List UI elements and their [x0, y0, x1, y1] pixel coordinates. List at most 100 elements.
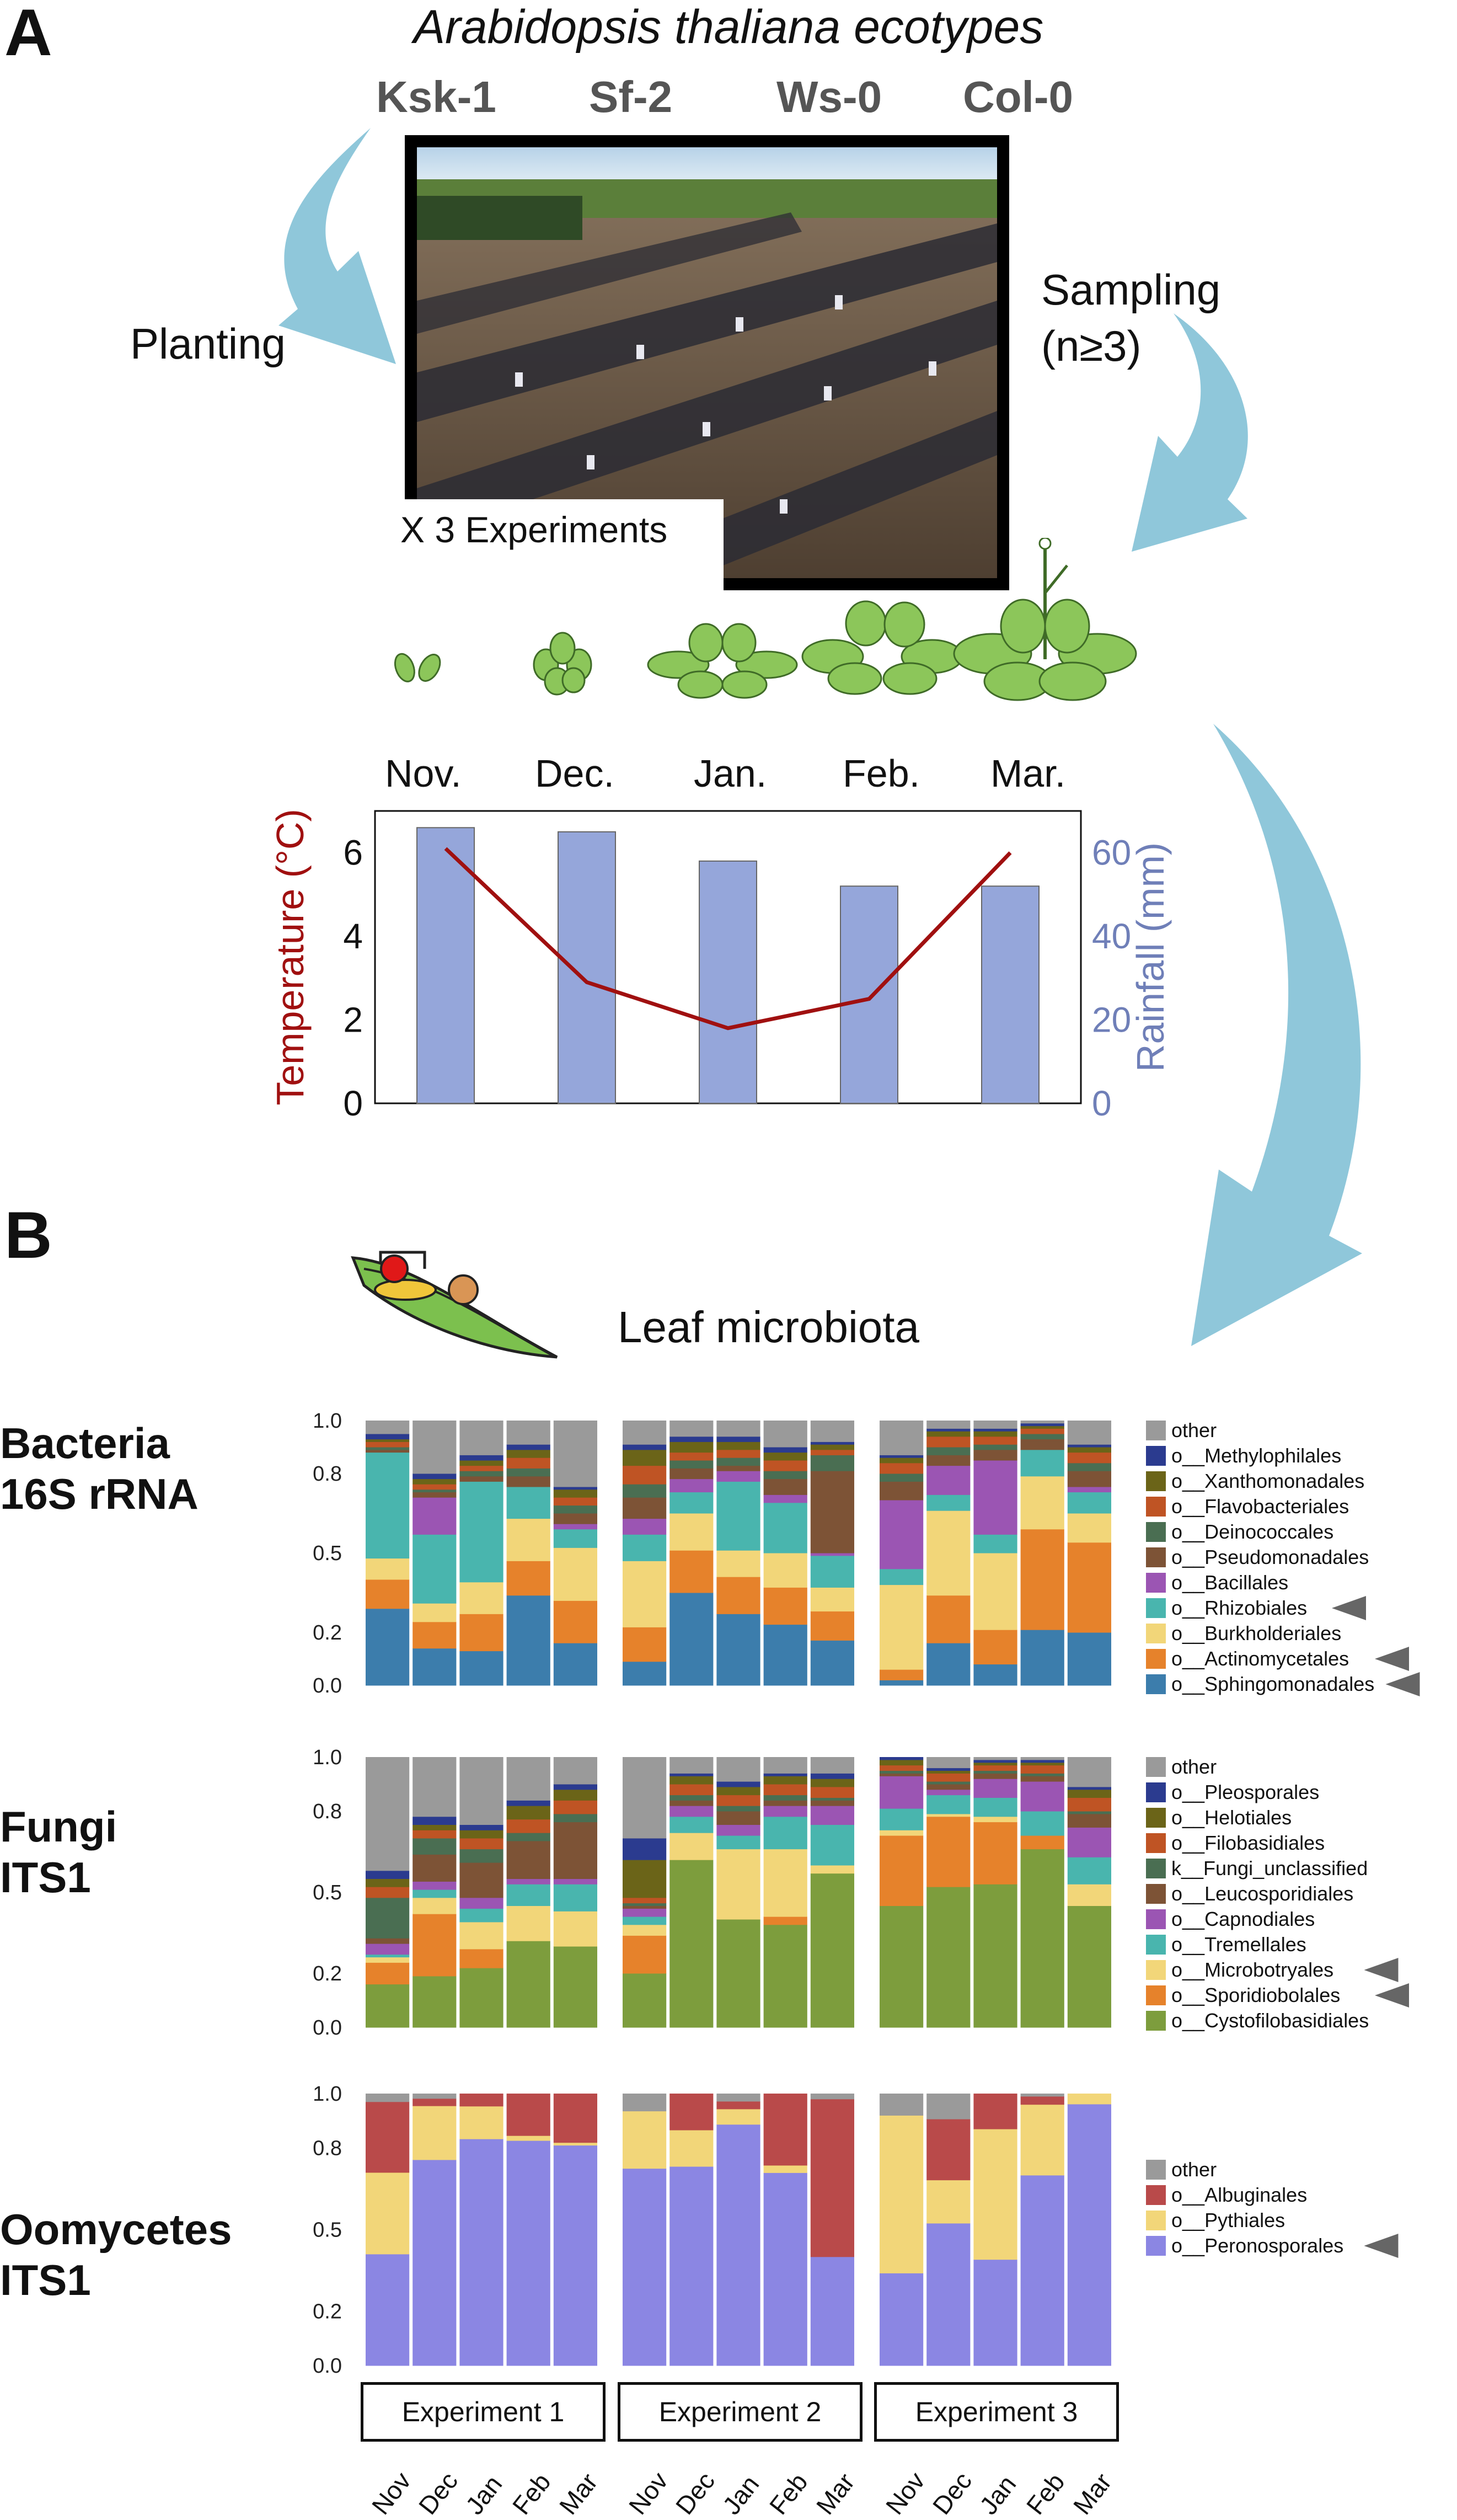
stacked-bar-segment — [926, 1465, 971, 1495]
stacked-bar-segment — [506, 1457, 550, 1469]
stacked-bar-segment — [880, 1473, 924, 1482]
stacked-bar-segment — [1020, 2094, 1064, 2097]
stacked-bar-segment — [716, 1481, 760, 1551]
stacked-bar-segment — [506, 1819, 550, 1833]
stacked-bar-segment — [716, 1835, 760, 1850]
stacked-bar-segment — [926, 1757, 971, 1769]
stacked-bar-segment — [623, 1661, 667, 1686]
stacked-bar-segment — [926, 1816, 971, 1887]
stacked-bar-segment — [669, 1860, 714, 2028]
stacked-bar-segment — [623, 1627, 667, 1662]
stacked-bar-segment — [716, 2124, 760, 2366]
bacteria-group-label: Bacteria 16S rRNA — [0, 1418, 199, 1519]
legend-entry: o__Rhizobiales — [1171, 1597, 1307, 1619]
stacked-bar-segment — [926, 1768, 971, 1771]
legend-entry: o__Flavobacteriales — [1171, 1495, 1349, 1518]
fungi-group-label: Fungi ITS1 — [0, 1801, 117, 1903]
stacked-bar-segment — [810, 1786, 854, 1798]
legend-swatch — [1146, 2185, 1166, 2205]
stacked-bar-segment — [1067, 1452, 1111, 1464]
stacked-bar-segment — [459, 1948, 503, 1968]
y-tick-label: 1.0 — [313, 1410, 342, 1433]
stacked-bar-segment — [926, 1510, 971, 1596]
stacked-bar-segment — [763, 1421, 807, 1448]
stacked-bar-segment — [763, 1553, 807, 1588]
stacked-bar-segment — [366, 1447, 410, 1450]
legend-swatch — [1146, 2211, 1166, 2230]
stacked-bar-segment — [366, 2172, 410, 2255]
stacked-bar-segment — [810, 1773, 854, 1779]
stacked-bar-segment — [623, 1518, 667, 1535]
temperature-tick: 0 — [343, 1083, 363, 1123]
y-tick-label: 0.2 — [313, 2300, 342, 2323]
stacked-bar-segment — [553, 2142, 597, 2146]
legend-entry: o__Burkholderiales — [1171, 1622, 1341, 1645]
stacked-bar-segment — [1020, 1421, 1064, 1424]
stacked-bar-segment — [506, 1487, 550, 1519]
stacked-bar-segment — [973, 1765, 1017, 1771]
stacked-bar-segment — [1067, 1444, 1111, 1448]
stacked-bar-segment — [926, 1784, 971, 1790]
stacked-bar-segment — [973, 1630, 1017, 1665]
stacked-bar-segment — [669, 1593, 714, 1686]
bacteria-marker-label: 16S rRNA — [0, 1470, 199, 1518]
planting-arrow — [278, 128, 396, 364]
stacked-bar-segment — [763, 1624, 807, 1686]
stacked-bar-segment — [366, 1558, 410, 1580]
stacked-bar-segment — [459, 2139, 503, 2366]
stacked-bar-segment — [810, 1640, 854, 1686]
stacked-bar-segment — [366, 1434, 410, 1440]
rainfall-tick: 0 — [1092, 1083, 1112, 1123]
stacked-bar-segment — [763, 1478, 807, 1495]
temperature-tick: 2 — [343, 1000, 363, 1040]
stacked-bar-segment — [1067, 1421, 1111, 1445]
legend-swatch — [1146, 1421, 1166, 1440]
stacked-bar-segment — [1067, 2094, 1111, 2105]
stacked-bar-segment — [880, 1773, 924, 1776]
stacked-bar-segment — [506, 1518, 550, 1561]
stacked-bar-segment — [366, 1897, 410, 1939]
plant-growth-stages — [394, 538, 1137, 701]
stacked-bar-segment — [459, 1582, 503, 1614]
stacked-bar-segment — [880, 1770, 924, 1774]
stacked-bar-segment — [973, 1553, 1017, 1630]
bacteria-label: Bacteria — [0, 1419, 170, 1467]
legend-entry: o__Capnodiales — [1171, 1908, 1315, 1930]
stacked-bar-segment — [716, 1757, 760, 1782]
stacked-bar-segment — [763, 1502, 807, 1553]
rainfall-bar — [981, 885, 1040, 1104]
legend-entry: o__Tremellales — [1171, 1933, 1306, 1956]
y-tick-label: 0.0 — [313, 2016, 342, 2040]
stacked-bar-segment — [810, 1873, 854, 2028]
stacked-bar-segment — [623, 1908, 667, 1917]
stacked-bar-segment — [669, 1776, 714, 1785]
rainfall-bar — [699, 860, 757, 1104]
y-tick-label: 0.8 — [313, 2137, 342, 2160]
stacked-bar-segment — [506, 1468, 550, 1477]
stacked-bar-segment — [506, 1840, 550, 1879]
stacked-bar-segment — [553, 1822, 597, 1879]
stacked-bar-segment — [926, 1795, 971, 1814]
stacked-bar-segment — [1020, 1776, 1064, 1782]
y-tick-label: 0.5 — [313, 1542, 342, 1565]
stacked-bar-segment — [810, 1553, 854, 1556]
stacked-bar-segment — [553, 2145, 597, 2366]
stacked-bar-segment — [623, 1561, 667, 1627]
stacked-bar-segment — [506, 1449, 550, 1458]
stacked-bar-segment — [716, 1795, 760, 1806]
stacked-bar-segment — [973, 1797, 1017, 1817]
stacked-bar-segment — [553, 1757, 597, 1785]
stacked-bar-segment — [1067, 1492, 1111, 1514]
stacked-bar-segment — [716, 1421, 760, 1437]
stacked-bar-segment — [459, 1421, 503, 1455]
legend-swatch — [1146, 1859, 1166, 1878]
stacked-bar-segment — [926, 1773, 971, 1782]
oomycetes-group-label: Oomycetes ITS1 — [0, 2204, 232, 2305]
legend-swatch — [1146, 1884, 1166, 1904]
stacked-bar-segment — [716, 1471, 760, 1482]
stacked-bar-segment — [553, 1489, 597, 1498]
stacked-bar-segment — [553, 1524, 597, 1530]
stacked-bar-segment — [366, 1957, 410, 1963]
stacked-bar-segment — [506, 1595, 550, 1686]
y-tick-label: 0.8 — [313, 1462, 342, 1486]
